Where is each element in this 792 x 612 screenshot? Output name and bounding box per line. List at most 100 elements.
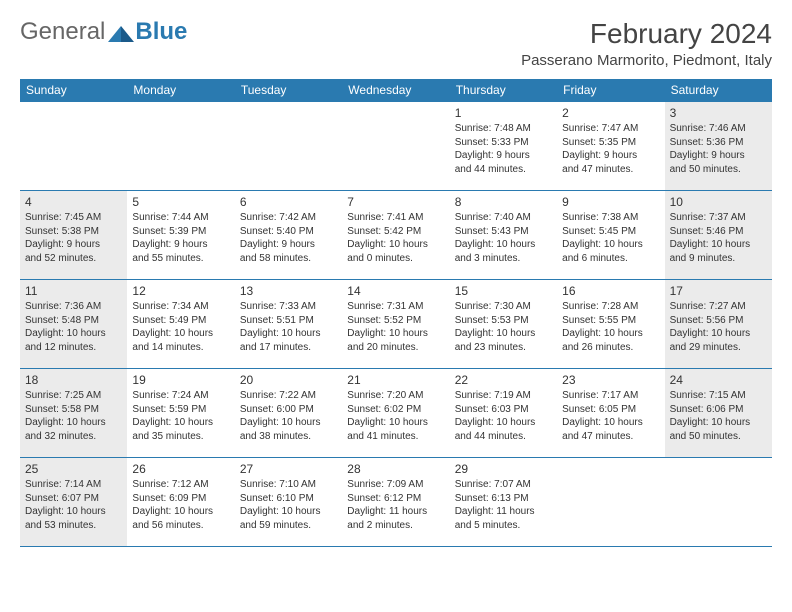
day-cell: 7Sunrise: 7:41 AMSunset: 5:42 PMDaylight… bbox=[342, 191, 449, 279]
day-sunrise: Sunrise: 7:47 AM bbox=[562, 122, 659, 136]
week-row: 4Sunrise: 7:45 AMSunset: 5:38 PMDaylight… bbox=[20, 190, 772, 279]
day-daylight2: and 47 minutes. bbox=[562, 163, 659, 177]
week-row: 25Sunrise: 7:14 AMSunset: 6:07 PMDayligh… bbox=[20, 457, 772, 547]
day-daylight1: Daylight: 10 hours bbox=[455, 416, 552, 430]
day-sunrise: Sunrise: 7:41 AM bbox=[347, 211, 444, 225]
day-sunset: Sunset: 5:56 PM bbox=[670, 314, 767, 328]
day-sunset: Sunset: 5:52 PM bbox=[347, 314, 444, 328]
day-daylight1: Daylight: 9 hours bbox=[455, 149, 552, 163]
day-sunrise: Sunrise: 7:25 AM bbox=[25, 389, 122, 403]
day-sunrise: Sunrise: 7:46 AM bbox=[670, 122, 767, 136]
day-sunrise: Sunrise: 7:14 AM bbox=[25, 478, 122, 492]
day-daylight1: Daylight: 10 hours bbox=[562, 327, 659, 341]
day-sunrise: Sunrise: 7:44 AM bbox=[132, 211, 229, 225]
day-sunrise: Sunrise: 7:12 AM bbox=[132, 478, 229, 492]
day-daylight2: and 9 minutes. bbox=[670, 252, 767, 266]
day-daylight2: and 52 minutes. bbox=[25, 252, 122, 266]
day-number: 6 bbox=[240, 194, 337, 210]
day-number: 1 bbox=[455, 105, 552, 121]
day-sunset: Sunset: 6:13 PM bbox=[455, 492, 552, 506]
day-daylight1: Daylight: 10 hours bbox=[670, 238, 767, 252]
week-row: 18Sunrise: 7:25 AMSunset: 5:58 PMDayligh… bbox=[20, 368, 772, 457]
weekday-header-row: SundayMondayTuesdayWednesdayThursdayFrid… bbox=[20, 79, 772, 101]
day-sunrise: Sunrise: 7:17 AM bbox=[562, 389, 659, 403]
logo: General Blue bbox=[20, 18, 187, 46]
day-sunrise: Sunrise: 7:07 AM bbox=[455, 478, 552, 492]
day-number: 13 bbox=[240, 283, 337, 299]
day-sunset: Sunset: 5:59 PM bbox=[132, 403, 229, 417]
day-daylight2: and 55 minutes. bbox=[132, 252, 229, 266]
day-sunset: Sunset: 6:00 PM bbox=[240, 403, 337, 417]
day-number: 15 bbox=[455, 283, 552, 299]
day-daylight2: and 6 minutes. bbox=[562, 252, 659, 266]
day-sunset: Sunset: 6:05 PM bbox=[562, 403, 659, 417]
weekday-cell: Monday bbox=[127, 79, 234, 101]
day-cell: 22Sunrise: 7:19 AMSunset: 6:03 PMDayligh… bbox=[450, 369, 557, 457]
day-daylight1: Daylight: 9 hours bbox=[132, 238, 229, 252]
day-sunrise: Sunrise: 7:38 AM bbox=[562, 211, 659, 225]
day-sunrise: Sunrise: 7:48 AM bbox=[455, 122, 552, 136]
day-cell: 12Sunrise: 7:34 AMSunset: 5:49 PMDayligh… bbox=[127, 280, 234, 368]
day-daylight2: and 29 minutes. bbox=[670, 341, 767, 355]
day-daylight1: Daylight: 10 hours bbox=[240, 505, 337, 519]
day-cell: 8Sunrise: 7:40 AMSunset: 5:43 PMDaylight… bbox=[450, 191, 557, 279]
weekday-cell: Sunday bbox=[20, 79, 127, 101]
day-daylight2: and 20 minutes. bbox=[347, 341, 444, 355]
day-daylight1: Daylight: 10 hours bbox=[132, 505, 229, 519]
calendar: SundayMondayTuesdayWednesdayThursdayFrid… bbox=[20, 79, 772, 547]
day-cell: 20Sunrise: 7:22 AMSunset: 6:00 PMDayligh… bbox=[235, 369, 342, 457]
day-number: 20 bbox=[240, 372, 337, 388]
day-number: 22 bbox=[455, 372, 552, 388]
day-daylight2: and 41 minutes. bbox=[347, 430, 444, 444]
day-number: 24 bbox=[670, 372, 767, 388]
day-cell: 17Sunrise: 7:27 AMSunset: 5:56 PMDayligh… bbox=[665, 280, 772, 368]
day-daylight2: and 56 minutes. bbox=[132, 519, 229, 533]
logo-text-blue: Blue bbox=[135, 18, 187, 46]
day-number: 12 bbox=[132, 283, 229, 299]
day-cell bbox=[557, 458, 664, 546]
day-daylight1: Daylight: 11 hours bbox=[455, 505, 552, 519]
day-sunset: Sunset: 5:40 PM bbox=[240, 225, 337, 239]
weeks-container: 1Sunrise: 7:48 AMSunset: 5:33 PMDaylight… bbox=[20, 101, 772, 547]
day-daylight2: and 2 minutes. bbox=[347, 519, 444, 533]
day-daylight2: and 58 minutes. bbox=[240, 252, 337, 266]
day-number: 9 bbox=[562, 194, 659, 210]
day-number: 21 bbox=[347, 372, 444, 388]
day-sunset: Sunset: 5:51 PM bbox=[240, 314, 337, 328]
location: Passerano Marmorito, Piedmont, Italy bbox=[521, 52, 772, 69]
day-sunrise: Sunrise: 7:15 AM bbox=[670, 389, 767, 403]
day-daylight2: and 38 minutes. bbox=[240, 430, 337, 444]
day-daylight2: and 17 minutes. bbox=[240, 341, 337, 355]
day-sunrise: Sunrise: 7:30 AM bbox=[455, 300, 552, 314]
day-sunrise: Sunrise: 7:42 AM bbox=[240, 211, 337, 225]
day-cell: 6Sunrise: 7:42 AMSunset: 5:40 PMDaylight… bbox=[235, 191, 342, 279]
day-sunset: Sunset: 5:38 PM bbox=[25, 225, 122, 239]
day-cell: 5Sunrise: 7:44 AMSunset: 5:39 PMDaylight… bbox=[127, 191, 234, 279]
day-sunrise: Sunrise: 7:45 AM bbox=[25, 211, 122, 225]
day-sunrise: Sunrise: 7:09 AM bbox=[347, 478, 444, 492]
day-number: 11 bbox=[25, 283, 122, 299]
day-number: 8 bbox=[455, 194, 552, 210]
logo-text-general: General bbox=[20, 18, 105, 46]
day-sunset: Sunset: 6:02 PM bbox=[347, 403, 444, 417]
day-number: 16 bbox=[562, 283, 659, 299]
day-sunrise: Sunrise: 7:31 AM bbox=[347, 300, 444, 314]
day-cell bbox=[342, 102, 449, 190]
day-number: 10 bbox=[670, 194, 767, 210]
day-sunset: Sunset: 5:33 PM bbox=[455, 136, 552, 150]
day-sunrise: Sunrise: 7:19 AM bbox=[455, 389, 552, 403]
month-title: February 2024 bbox=[521, 18, 772, 50]
day-cell bbox=[20, 102, 127, 190]
day-cell: 28Sunrise: 7:09 AMSunset: 6:12 PMDayligh… bbox=[342, 458, 449, 546]
day-daylight2: and 53 minutes. bbox=[25, 519, 122, 533]
day-cell: 18Sunrise: 7:25 AMSunset: 5:58 PMDayligh… bbox=[20, 369, 127, 457]
day-daylight1: Daylight: 10 hours bbox=[670, 416, 767, 430]
day-daylight1: Daylight: 10 hours bbox=[25, 505, 122, 519]
weekday-cell: Thursday bbox=[450, 79, 557, 101]
day-sunset: Sunset: 6:07 PM bbox=[25, 492, 122, 506]
day-cell: 4Sunrise: 7:45 AMSunset: 5:38 PMDaylight… bbox=[20, 191, 127, 279]
day-cell: 2Sunrise: 7:47 AMSunset: 5:35 PMDaylight… bbox=[557, 102, 664, 190]
logo-triangle-icon bbox=[108, 22, 134, 42]
day-sunrise: Sunrise: 7:33 AM bbox=[240, 300, 337, 314]
day-daylight1: Daylight: 9 hours bbox=[562, 149, 659, 163]
